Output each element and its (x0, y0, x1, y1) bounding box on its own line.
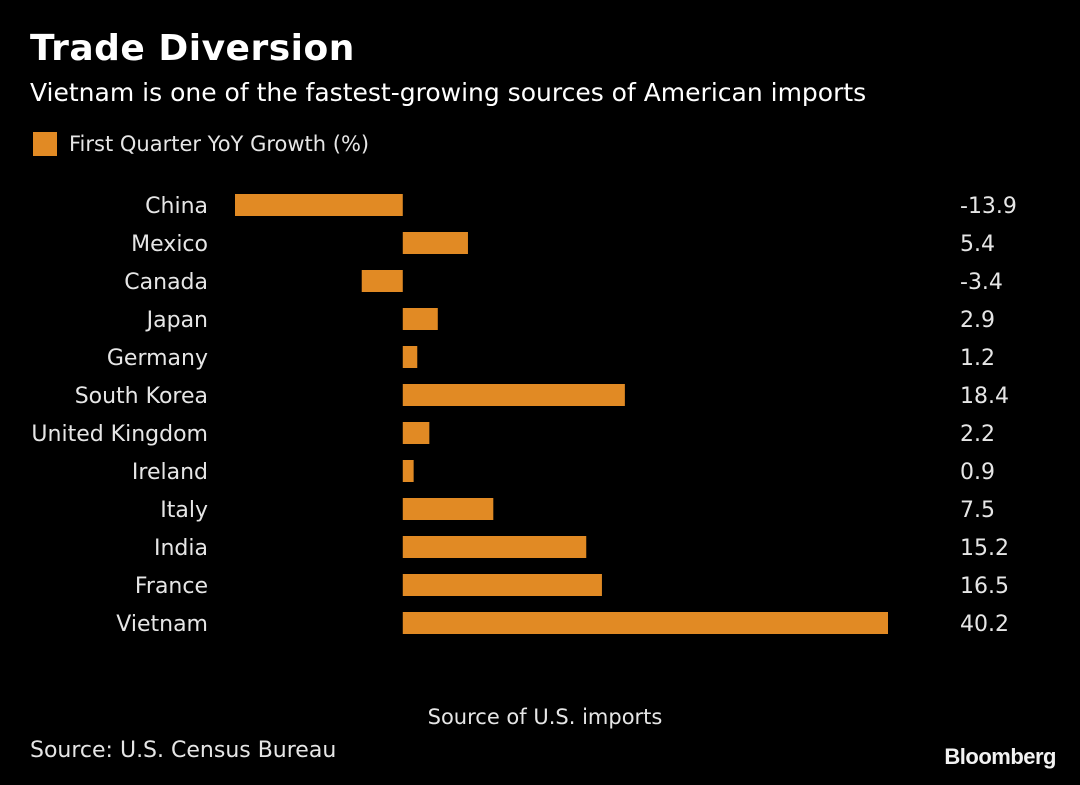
bar-india (402, 536, 587, 558)
category-label-vietnam: Vietnam (116, 612, 208, 637)
category-label-japan: Japan (145, 308, 208, 333)
bloomberg-logo: Bloomberg (944, 744, 1056, 769)
value-label-south-korea: 18.4 (960, 384, 1009, 409)
chart-subtitle: Vietnam is one of the fastest-growing so… (30, 78, 867, 107)
bar-mexico (402, 232, 468, 254)
value-label-vietnam: 40.2 (960, 612, 1009, 637)
value-label-germany: 1.2 (960, 346, 995, 371)
legend-label: First Quarter YoY Growth (%) (69, 132, 370, 156)
x-axis-label: Source of U.S. imports (428, 705, 663, 729)
bar-france (402, 574, 602, 596)
category-label-india: India (154, 536, 208, 561)
bar-canada (361, 270, 403, 292)
value-label-india: 15.2 (960, 536, 1009, 561)
category-label-united-kingdom: United Kingdom (31, 422, 208, 447)
bar-china (235, 194, 403, 216)
value-label-united-kingdom: 2.2 (960, 422, 995, 447)
value-label-mexico: 5.4 (960, 232, 995, 257)
category-label-germany: Germany (107, 346, 208, 371)
category-label-italy: Italy (160, 498, 208, 523)
bar-united-kingdom (402, 422, 430, 444)
value-label-france: 16.5 (960, 574, 1009, 599)
category-label-china: China (145, 194, 208, 219)
legend-swatch (33, 132, 57, 156)
bar-italy (402, 498, 494, 520)
value-label-italy: 7.5 (960, 498, 995, 523)
category-label-canada: Canada (124, 270, 208, 295)
bar-germany (402, 346, 418, 368)
bar-vietnam (402, 612, 888, 634)
bar-japan (402, 308, 438, 330)
source-note: Source: U.S. Census Bureau (30, 738, 337, 763)
category-label-ireland: Ireland (132, 460, 208, 485)
bar-south-korea (402, 384, 625, 406)
category-label-france: France (135, 574, 208, 599)
chart-title: Trade Diversion (30, 28, 355, 69)
value-label-canada: -3.4 (960, 270, 1003, 295)
value-label-japan: 2.9 (960, 308, 995, 333)
legend: First Quarter YoY Growth (%) (33, 130, 369, 158)
category-label-mexico: Mexico (131, 232, 208, 257)
value-label-ireland: 0.9 (960, 460, 995, 485)
bar-ireland (402, 460, 414, 482)
value-label-china: -13.9 (960, 194, 1017, 219)
category-label-south-korea: South Korea (75, 384, 208, 409)
